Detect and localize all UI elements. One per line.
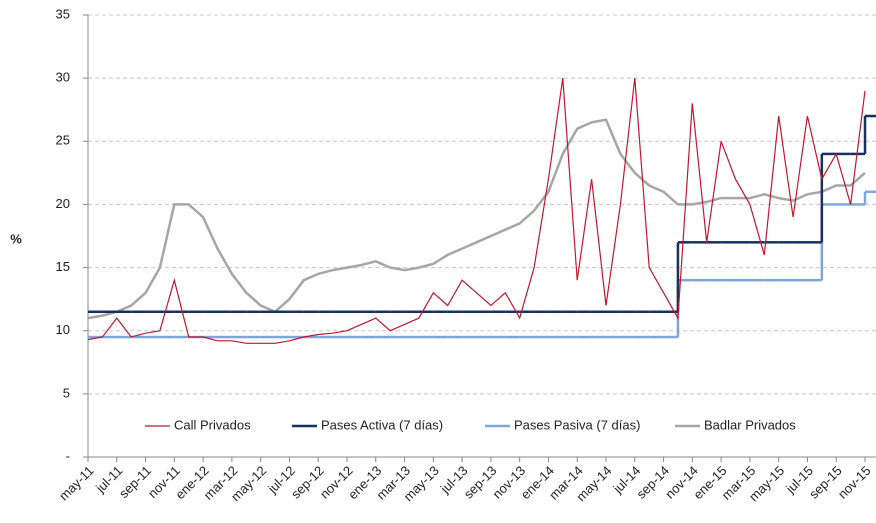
x-tick-label: may-11 xyxy=(56,463,97,504)
y-tick-label: 10 xyxy=(56,322,70,337)
legend-swatch-bg xyxy=(290,417,460,435)
y-axis-label: % xyxy=(10,231,22,246)
legend-swatch-bg xyxy=(673,417,843,435)
series-line xyxy=(87,118,866,320)
legend-label: Badlar Privados xyxy=(704,417,796,432)
step-line xyxy=(88,114,876,314)
y-tick-label: 20 xyxy=(56,196,70,211)
step-line xyxy=(88,190,876,339)
x-tick-label: nov-15 xyxy=(835,463,874,502)
legend-swatch-bg xyxy=(483,417,653,435)
y-tick-label: 25 xyxy=(56,133,70,148)
y-tick-label: 35 xyxy=(56,6,70,21)
legend-label: Pases Pasiva (7 días) xyxy=(514,417,640,432)
series-line xyxy=(87,78,866,344)
y-tick-label: 5 xyxy=(63,385,70,400)
legend-label: Pases Activa (7 días) xyxy=(321,417,443,432)
y-tick-label: - xyxy=(66,448,70,463)
y-tick-label: 30 xyxy=(56,70,70,85)
legend-label: Call Privados xyxy=(174,417,251,432)
legend-swatch-bg xyxy=(143,417,258,435)
y-tick-label: 15 xyxy=(56,259,70,274)
